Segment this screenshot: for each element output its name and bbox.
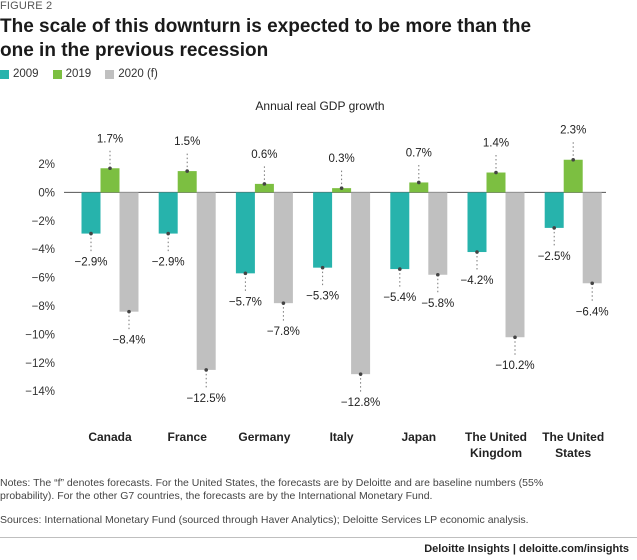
legend-label-2019: 2019 bbox=[65, 68, 92, 80]
y-tick-label: −2% bbox=[32, 216, 55, 228]
value-label-italy-2009: −5.3% bbox=[306, 291, 339, 303]
bar-end-dot bbox=[398, 267, 402, 271]
bar-end-dot bbox=[590, 281, 594, 286]
bar-end-dot bbox=[513, 335, 517, 340]
bar-end-dot bbox=[358, 372, 363, 376]
bar-the-united-states-2009 bbox=[544, 192, 564, 228]
bar-the-united-states-2019 bbox=[563, 159, 583, 193]
bar-germany-2020-f bbox=[273, 192, 293, 304]
bar-end-dot bbox=[185, 169, 189, 173]
value-label-france-2019: 1.5% bbox=[174, 136, 200, 148]
bar-end-dot bbox=[436, 272, 440, 277]
category-label-france: France bbox=[168, 430, 208, 444]
value-label-the-united-states-2020-f: −6.4% bbox=[576, 306, 609, 318]
category-label-italy: Italy bbox=[330, 430, 354, 444]
legend-item-2009: 2009 bbox=[0, 68, 39, 80]
value-label-japan-2020-f: −5.8% bbox=[421, 298, 454, 310]
bar-france-2009 bbox=[158, 192, 178, 234]
footer-brand: Deloitte Insights | deloitte.com/insight… bbox=[424, 543, 629, 555]
chart-sources: Sources: International Monetary Fund (so… bbox=[0, 514, 529, 526]
value-label-the-united-kingdom-2009: −4.2% bbox=[461, 275, 494, 287]
bar-end-dot bbox=[108, 166, 112, 171]
value-label-germany-2020-f: −7.8% bbox=[267, 326, 300, 338]
bar-france-2019 bbox=[177, 171, 197, 193]
value-label-the-united-states-2009: −2.5% bbox=[538, 251, 571, 263]
y-tick-label: 2% bbox=[38, 159, 55, 171]
y-tick-label: −4% bbox=[32, 244, 55, 256]
bar-the-united-states-2020-f bbox=[582, 192, 602, 284]
figure-label: FIGURE 2 bbox=[0, 0, 53, 12]
value-label-italy-2020-f: −12.8% bbox=[341, 397, 380, 409]
value-label-the-united-kingdom-2020-f: −10.2% bbox=[495, 360, 534, 372]
value-label-germany-2019: 0.6% bbox=[251, 149, 277, 161]
value-label-france-2020-f: −12.5% bbox=[187, 393, 226, 405]
bar-end-dot bbox=[475, 250, 479, 254]
bar-italy-2009 bbox=[313, 192, 333, 268]
value-label-canada-2009: −2.9% bbox=[75, 257, 108, 269]
bar-end-dot bbox=[339, 186, 344, 190]
bar-end-dot bbox=[89, 231, 93, 236]
value-label-italy-2019: 0.3% bbox=[328, 153, 354, 165]
bar-end-dot bbox=[262, 182, 267, 186]
bar-germany-2019 bbox=[254, 183, 274, 193]
value-label-canada-2020-f: −8.4% bbox=[113, 335, 146, 347]
bar-the-united-kingdom-2009 bbox=[467, 192, 487, 253]
legend-label-2009: 2009 bbox=[13, 68, 39, 80]
value-label-japan-2009: −5.4% bbox=[383, 292, 416, 304]
value-label-germany-2009: −5.7% bbox=[229, 296, 262, 308]
gdp-growth-chart: Annual real GDP growth 2% 0% −2% −4% −6% −8% −… bbox=[25, 99, 609, 460]
bar-japan-2009 bbox=[390, 192, 410, 270]
chart-title-main: The scale of this downturn is expected t… bbox=[0, 16, 532, 61]
footer-divider bbox=[0, 537, 637, 538]
bar-canada-2019 bbox=[100, 168, 120, 193]
legend-item-2019: 2019 bbox=[52, 68, 92, 80]
bar-end-dot bbox=[417, 180, 421, 185]
bar-end-dot bbox=[552, 226, 556, 230]
y-tick-label: −8% bbox=[32, 301, 55, 313]
bar-japan-2020-f bbox=[428, 192, 448, 275]
legend-item-2020f: 2020 (f) bbox=[105, 68, 158, 80]
y-tick-label: −14% bbox=[25, 386, 55, 398]
bar-canada-2009 bbox=[81, 192, 101, 234]
category-label-the-united-states: The United States bbox=[542, 430, 604, 460]
value-label-the-united-kingdom-2019: 1.4% bbox=[483, 138, 509, 150]
bar-end-dot bbox=[494, 170, 498, 175]
bar-germany-2009 bbox=[235, 192, 255, 274]
bar-end-dot bbox=[243, 271, 248, 276]
category-label-japan: Japan bbox=[401, 430, 436, 444]
bar-end-dot bbox=[281, 301, 286, 305]
bar-canada-2020-f bbox=[119, 192, 139, 312]
bar-japan-2019 bbox=[409, 182, 429, 193]
y-tick-label: −10% bbox=[25, 329, 55, 341]
chart-notes: Notes: The “f” denotes forecasts. For th… bbox=[0, 477, 544, 502]
bar-the-united-kingdom-2019 bbox=[486, 172, 506, 193]
bar-end-dot bbox=[166, 231, 170, 236]
category-label-canada: Canada bbox=[88, 430, 132, 444]
y-tick-label: −6% bbox=[32, 273, 55, 285]
bar-end-dot bbox=[204, 368, 208, 372]
bar-end-dot bbox=[127, 309, 131, 314]
bar-the-united-kingdom-2020-f bbox=[505, 192, 525, 338]
value-label-canada-2019: 1.7% bbox=[97, 133, 123, 145]
value-label-japan-2019: 0.7% bbox=[406, 147, 432, 159]
legend: 2009 2019 2020 (f) bbox=[0, 66, 172, 82]
bar-italy-2020-f bbox=[351, 192, 371, 375]
bar-france-2020-f bbox=[196, 192, 216, 370]
y-tick-label: −12% bbox=[25, 358, 55, 370]
legend-swatch-2019 bbox=[52, 69, 62, 79]
bar-italy-2019 bbox=[332, 188, 352, 193]
legend-label-2020f: 2020 (f) bbox=[118, 68, 158, 80]
y-tick-label: 0% bbox=[38, 187, 55, 199]
legend-swatch-2020f bbox=[105, 69, 115, 79]
value-label-france-2009: −2.9% bbox=[152, 257, 185, 269]
category-label-the-united-kingdom: The United Kingdom bbox=[465, 430, 527, 460]
chart-subtitle: Annual real GDP growth bbox=[255, 99, 384, 113]
bar-end-dot bbox=[320, 265, 325, 270]
category-label-germany: Germany bbox=[238, 430, 290, 444]
value-label-the-united-states-2019: 2.3% bbox=[560, 125, 586, 137]
bar-end-dot bbox=[571, 157, 575, 162]
legend-swatch-2009 bbox=[0, 69, 9, 79]
